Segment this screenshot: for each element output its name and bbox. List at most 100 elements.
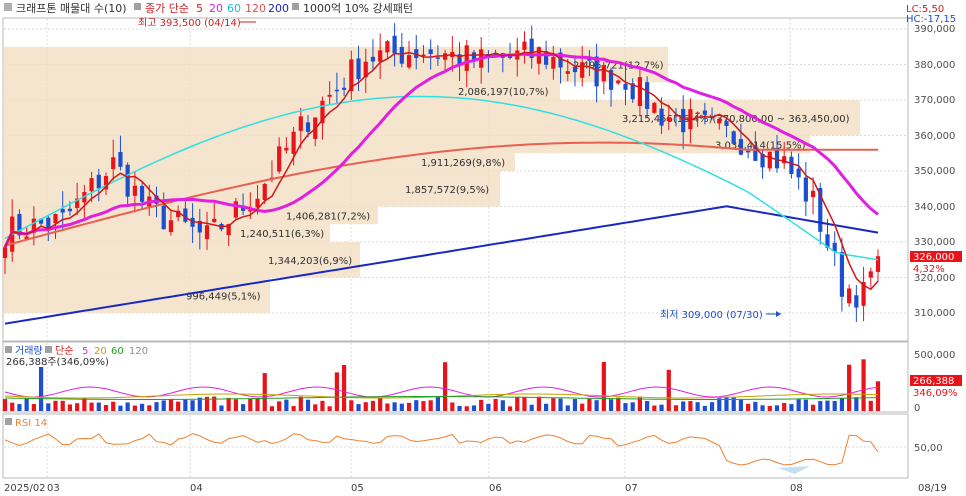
volume-bar — [399, 403, 404, 411]
candle-body — [67, 208, 73, 212]
volume-bar — [305, 399, 311, 411]
candle-body — [392, 35, 397, 54]
rsi-title[interactable]: RSI 14 — [15, 418, 47, 429]
high-annotation: 최고 393,500 (04/14) — [138, 17, 256, 29]
volume-ma-label[interactable]: 단순 — [55, 345, 73, 357]
ma60-line — [4, 95, 879, 261]
volume-bar — [443, 362, 448, 411]
candle-body — [125, 164, 130, 197]
candle-body — [645, 82, 650, 109]
time-label: 04 — [190, 483, 203, 494]
chart-header: 크래프톤 매물대 수(10) 종가 단순 5 20 60 120 200 100… — [4, 2, 956, 25]
band-label[interactable]: 1000억 10% 강세패턴 — [303, 2, 413, 15]
volume-bar — [558, 398, 563, 411]
candle-body — [132, 185, 137, 196]
candle-body — [31, 218, 36, 233]
volume-bar — [89, 402, 94, 411]
current-price: 326,000 — [913, 252, 954, 263]
candle-body — [796, 168, 801, 178]
candle-body — [38, 218, 44, 224]
candle-body — [616, 80, 621, 84]
candle-body — [868, 271, 873, 278]
volume-bar — [565, 405, 570, 411]
rsi-panel-header: RSI 14 50,00 — [5, 418, 943, 454]
volume-bar — [435, 397, 440, 411]
volume-bar — [623, 403, 628, 411]
candle-body — [529, 38, 534, 59]
volume-tick: 0 — [914, 403, 920, 414]
candle-body — [594, 56, 599, 87]
volume-bar — [212, 396, 217, 411]
volume-panel-frame — [2, 341, 909, 413]
stock-name[interactable]: 크래프톤 매물대 수(10) — [16, 2, 127, 15]
volume-bar — [580, 403, 585, 411]
candle-body — [839, 252, 845, 297]
volume-bar — [652, 405, 657, 411]
volume-bar — [248, 398, 253, 411]
candle-body — [810, 190, 816, 198]
volume-profile-band — [4, 242, 360, 278]
band-bullet-icon — [292, 3, 299, 10]
candle-body — [96, 174, 101, 189]
candle-body — [406, 55, 412, 68]
ma-period-60: 60 — [227, 2, 241, 15]
volume-bar — [450, 402, 455, 411]
candle-body — [421, 54, 426, 57]
candle-body — [587, 57, 592, 61]
ma-period-120: 120 — [245, 2, 266, 15]
volume-profile-label: 3,034,414(15,5%) — [715, 140, 806, 151]
volume-bar — [854, 397, 859, 411]
rsi-oversold-area — [778, 466, 810, 474]
volume-bar — [464, 406, 469, 411]
volume-profile-label: 1,240,511(6,3%) — [240, 229, 324, 240]
volume-bar — [544, 403, 549, 411]
volume-bar — [796, 399, 801, 411]
volume-bar — [702, 405, 707, 411]
ma-bullet-icon — [134, 3, 141, 10]
volume-bar — [111, 401, 116, 411]
low-annotation: 최저 309,000 (07/30) — [660, 309, 781, 321]
volume-bar — [760, 405, 765, 411]
volume-profile-band — [4, 171, 500, 207]
volume-title[interactable]: 거래량 — [15, 345, 43, 357]
candle-body — [341, 87, 347, 90]
candle-body — [103, 176, 109, 190]
candle-body — [305, 122, 311, 132]
candle-body — [767, 151, 772, 169]
volume-bar — [17, 404, 22, 411]
volume-bar — [493, 398, 498, 411]
volume-bar — [298, 396, 303, 411]
volume-bar — [666, 369, 671, 411]
volume-bar — [269, 406, 275, 411]
volume-profile-band — [4, 100, 860, 136]
volume-bar — [168, 398, 174, 411]
volume-bar — [832, 401, 837, 411]
volume-bar — [587, 398, 592, 411]
candle-body — [349, 59, 354, 92]
candle-body — [659, 108, 664, 126]
volume-bar — [529, 404, 534, 411]
price-tick: 330,000 — [914, 237, 955, 248]
volume-bar — [38, 366, 44, 411]
ma-label[interactable]: 종가 단순 — [145, 2, 189, 15]
candle-body — [471, 52, 477, 61]
volume-profile-bands: 996,449(5,1%) 1,344,203(6,9%) 1,240,511(6,… — [4, 46, 860, 313]
candle-body — [284, 147, 289, 151]
volume-bar — [204, 396, 210, 411]
volume-bar — [125, 402, 130, 411]
candle-body — [262, 183, 267, 200]
volume-bar — [753, 401, 758, 411]
candle-body — [637, 77, 643, 106]
candle-body — [731, 131, 736, 144]
time-label: 03 — [47, 483, 60, 494]
volume-bar — [75, 403, 80, 411]
current-volume: 266,388 — [913, 376, 954, 387]
time-label: 08 — [790, 483, 803, 494]
candle-body — [320, 100, 325, 124]
volume-bar — [233, 399, 238, 411]
candle-body — [226, 223, 231, 236]
ma-period-20: 20 — [209, 2, 223, 15]
candle-body — [111, 157, 116, 170]
ma200-line — [4, 205, 879, 325]
